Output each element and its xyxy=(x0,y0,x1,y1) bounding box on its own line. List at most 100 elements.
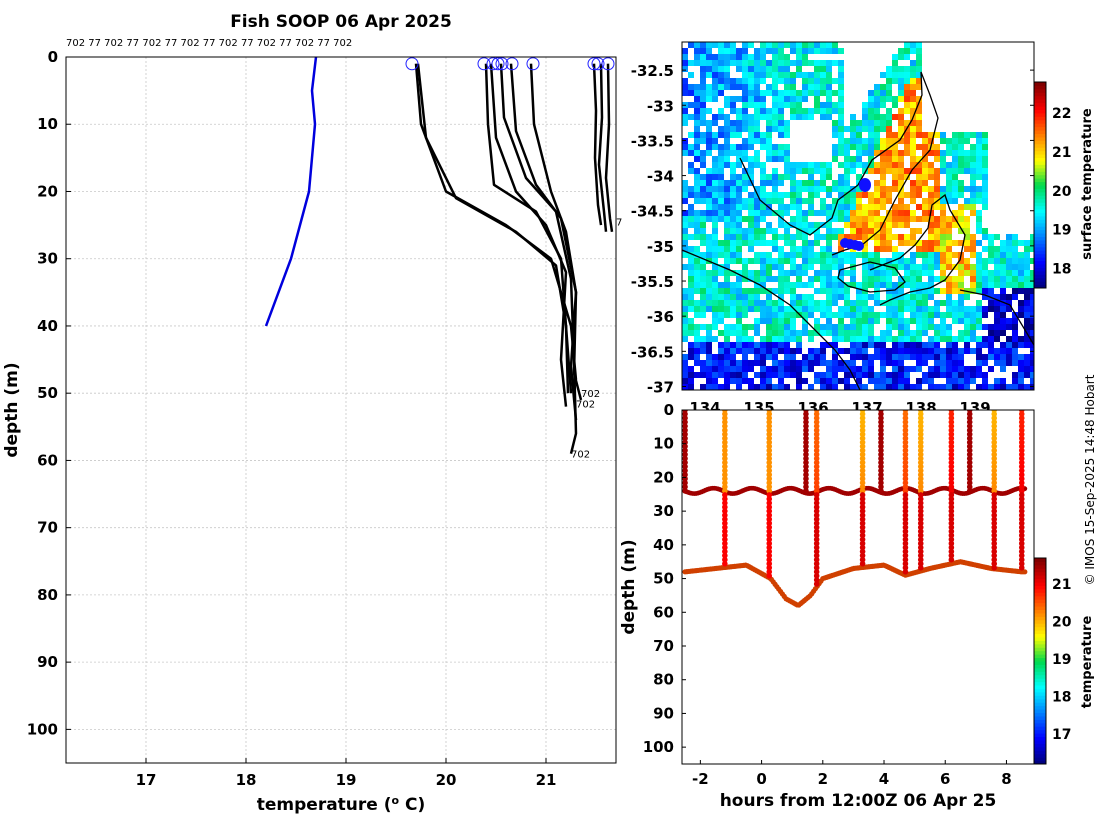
sst-cell xyxy=(874,210,880,216)
lat-tick-label: -36.5 xyxy=(631,343,674,361)
sst-cell xyxy=(688,84,694,90)
sst-cell xyxy=(1018,270,1024,276)
sst-cell xyxy=(904,48,910,54)
sst-cell xyxy=(916,54,922,60)
sst-cell xyxy=(712,186,718,192)
colorbar-segment xyxy=(1034,284,1046,289)
sst-cell xyxy=(742,300,748,306)
sst-cell xyxy=(766,90,772,96)
sst-cell xyxy=(700,336,706,342)
sst-cell xyxy=(688,234,694,240)
sst-cell xyxy=(982,198,988,204)
sst-cell xyxy=(700,138,706,144)
sst-cell xyxy=(760,234,766,240)
sst-cell xyxy=(940,348,946,354)
sst-cell xyxy=(940,228,946,234)
sst-cell xyxy=(682,216,688,222)
sst-cell xyxy=(832,354,838,360)
sst-cell xyxy=(886,192,892,198)
sst-cell xyxy=(934,216,940,222)
sst-cell xyxy=(778,216,784,222)
td-point xyxy=(948,435,955,442)
sst-cell xyxy=(868,216,874,222)
td-point xyxy=(991,528,998,535)
sst-cell xyxy=(766,270,772,276)
sst-cell xyxy=(766,330,772,336)
sst-cell xyxy=(910,192,916,198)
sst-cell xyxy=(898,66,904,72)
sst-cell xyxy=(964,240,970,246)
sst-cell xyxy=(976,162,982,168)
sst-cell xyxy=(946,138,952,144)
sst-cell xyxy=(802,324,808,330)
td-point xyxy=(1018,496,1025,502)
sst-cell xyxy=(784,192,790,198)
sst-cell xyxy=(736,120,742,126)
sst-cell xyxy=(862,126,868,132)
sst-cell xyxy=(784,90,790,96)
sst-cell xyxy=(952,282,958,288)
td-point xyxy=(991,431,998,438)
sst-cell xyxy=(766,384,772,390)
td-point xyxy=(813,459,820,466)
sst-cell xyxy=(808,330,814,336)
td-point xyxy=(902,512,909,518)
sst-cell xyxy=(910,384,916,390)
sst-cell xyxy=(1018,252,1024,258)
sst-cell xyxy=(826,318,832,324)
sst-cell xyxy=(982,186,988,192)
sst-cell xyxy=(922,132,928,138)
sst-cell xyxy=(880,258,886,264)
sst-cell xyxy=(748,132,754,138)
sst-cell xyxy=(1006,258,1012,264)
sst-cell xyxy=(730,186,736,192)
td-colorbar-segment xyxy=(1034,619,1046,624)
colorbar-segment xyxy=(1034,281,1046,286)
sst-cell xyxy=(802,246,808,252)
td-point xyxy=(803,484,809,490)
sst-cell xyxy=(838,162,844,168)
sst-cell xyxy=(706,84,712,90)
sst-cell xyxy=(994,360,1000,366)
sst-cell xyxy=(994,282,1000,288)
td-plot-area xyxy=(682,410,1034,764)
sst-cell xyxy=(778,66,784,72)
sst-cell xyxy=(904,96,910,102)
td-point xyxy=(859,475,866,482)
sst-cell xyxy=(754,360,760,366)
sst-cell xyxy=(994,270,1000,276)
sst-cell xyxy=(868,342,874,348)
sst-cell xyxy=(850,234,856,240)
sst-cell xyxy=(778,294,784,300)
sst-cell xyxy=(880,84,886,90)
profile-line xyxy=(592,63,603,226)
td-point xyxy=(948,463,955,470)
sst-cell xyxy=(910,72,916,78)
sst-cell xyxy=(700,264,706,270)
sst-cell xyxy=(796,300,802,306)
sst-cell xyxy=(700,60,706,66)
sst-cell xyxy=(910,342,916,348)
sst-cell xyxy=(874,216,880,222)
td-point xyxy=(682,427,688,434)
td-point xyxy=(948,556,955,563)
sst-cell xyxy=(982,288,988,294)
sst-cell xyxy=(736,240,742,246)
sst-cell xyxy=(856,306,862,312)
sst-cell xyxy=(730,228,736,234)
sst-cell xyxy=(808,264,814,270)
sst-cell xyxy=(706,234,712,240)
sst-cell xyxy=(874,246,880,252)
td-point xyxy=(1018,544,1025,551)
sst-cell xyxy=(868,378,874,384)
sst-cell xyxy=(946,252,952,258)
sst-cell xyxy=(934,366,940,372)
sst-cell xyxy=(874,144,880,150)
sst-cell xyxy=(892,66,898,72)
sst-cell xyxy=(718,204,724,210)
sst-cell xyxy=(988,288,994,294)
sst-cell xyxy=(712,210,718,216)
sst-cell xyxy=(754,150,760,156)
sst-cell xyxy=(826,264,832,270)
td-point xyxy=(722,411,728,417)
